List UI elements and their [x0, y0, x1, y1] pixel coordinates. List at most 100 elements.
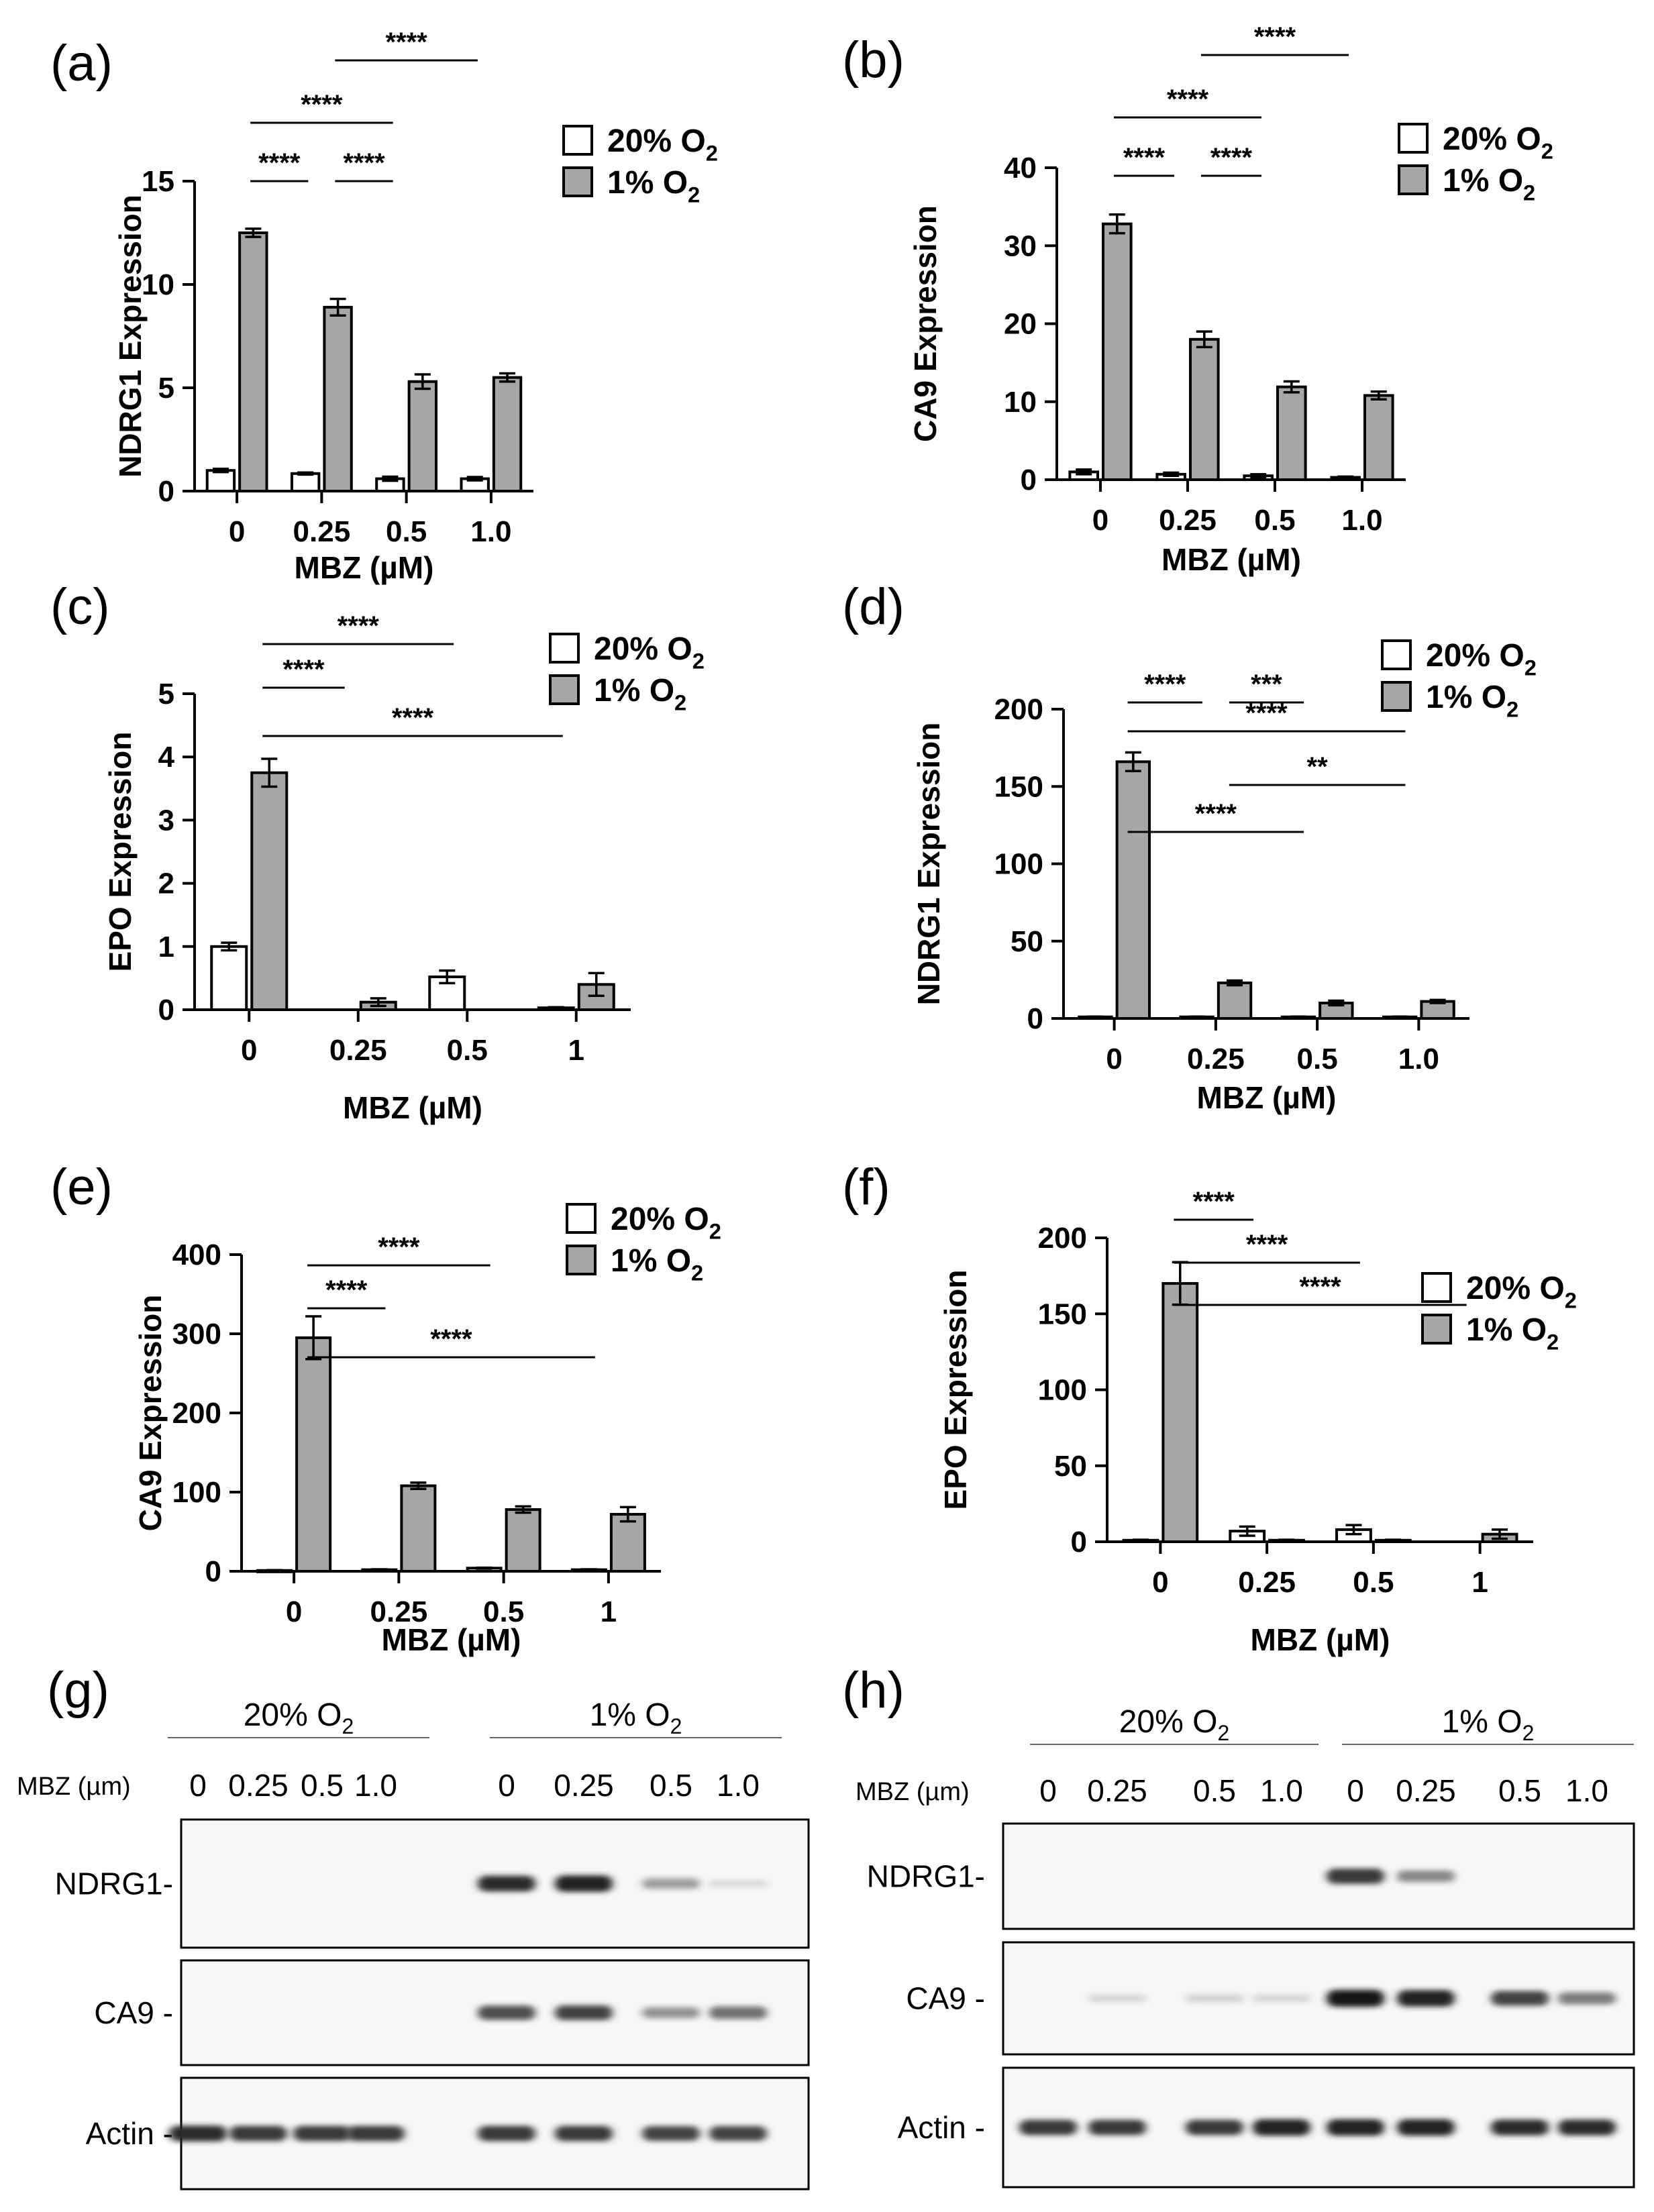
- y-tick-label: 100: [994, 848, 1043, 881]
- y-tick-label: 0: [1021, 464, 1037, 496]
- x-tick-label: 0.25: [1187, 1043, 1245, 1075]
- significance-stars: ****: [1246, 1230, 1288, 1259]
- condition-label: 1% O2: [1442, 1704, 1535, 1745]
- dose-value: 0.5: [1193, 1773, 1236, 1808]
- legend: 20% O21% O2: [1398, 121, 1553, 205]
- chart-d: (d) 0 50 100 150 200 NDRG1 Expression MBZ (µM) 0…: [842, 578, 1537, 1115]
- significance-stars: ****: [1195, 799, 1237, 829]
- x-tick-label: 1.0: [1398, 1043, 1439, 1075]
- y-axis-label: CA9 Expression: [908, 205, 943, 442]
- blot-frame: [1002, 1822, 1635, 1930]
- y-axis-label: NDRG1 Expression: [911, 723, 946, 1006]
- panel-label: (d): [842, 578, 904, 635]
- panel-label: (f): [842, 1159, 890, 1216]
- y-tick-label: 1: [158, 931, 174, 963]
- x-axis-label: MBZ (µM): [1197, 1080, 1337, 1115]
- blot-row-label: CA9 -: [906, 1981, 985, 2016]
- legend-label-normoxia: 20% O2: [611, 1202, 721, 1243]
- significance-stars: ****: [1254, 22, 1296, 52]
- legend: 20% O21% O2: [1381, 638, 1537, 721]
- bar: [323, 305, 353, 492]
- legend-label-hypoxia: 1% O2: [1466, 1312, 1559, 1354]
- bar: [407, 380, 438, 493]
- dose-value: 0: [189, 1768, 207, 1803]
- y-axis-label: NDRG1 Expression: [113, 195, 148, 478]
- band: [555, 2125, 613, 2142]
- band: [478, 2005, 535, 2020]
- significance-stars: ***: [1251, 670, 1282, 699]
- significance-stars: ****: [1193, 1187, 1235, 1216]
- panel-label: (a): [50, 35, 113, 92]
- significance-stars: ****: [1299, 1272, 1341, 1302]
- bar: [1189, 337, 1220, 481]
- legend: 20% O21% O2: [1421, 1271, 1577, 1354]
- y-tick-label: 0: [205, 1555, 221, 1588]
- y-tick-label: 10: [142, 268, 174, 301]
- y-tick-label: 100: [1038, 1374, 1087, 1407]
- band: [478, 2125, 535, 2142]
- x-tick-label: 0.25: [1238, 1566, 1296, 1599]
- panel-label: (c): [50, 578, 110, 635]
- bar: [290, 472, 321, 493]
- dose-value: 0.25: [554, 1768, 614, 1803]
- panel-label: (e): [50, 1159, 113, 1216]
- x-tick-label: 1.0: [470, 515, 511, 548]
- x-axis-label: MBZ (µM): [382, 1622, 521, 1657]
- y-tick-label: 150: [994, 770, 1043, 803]
- band: [555, 2005, 613, 2020]
- band: [642, 2007, 700, 2019]
- chart-b: (b) 0 10 20 30 40 CA9 Expression MBZ (µM) 0 0.25 0…: [842, 22, 1553, 577]
- dose-value: 1.0: [1260, 1773, 1303, 1808]
- condition-label: 20% O2: [244, 1697, 354, 1738]
- blot-g: (g) 20% O2 1% O2 MBZ (µm) 0 0.25 0.5 1.0 0 0.25 0.…: [17, 1662, 810, 2191]
- bar: [295, 1336, 332, 1573]
- legend: 20% O21% O2: [549, 631, 705, 715]
- x-tick-label: 0.5: [1254, 504, 1295, 537]
- band: [1019, 2119, 1077, 2136]
- blot-row-label: NDRG1-: [867, 1859, 985, 1894]
- x-tick-label: 0.25: [329, 1034, 387, 1067]
- condition-label: 1% O2: [590, 1697, 682, 1738]
- y-tick-label: 200: [994, 693, 1043, 726]
- significance-stars: ****: [343, 148, 385, 178]
- x-tick-label: 0.5: [483, 1595, 524, 1628]
- dose-label: MBZ (µm): [17, 1773, 131, 1801]
- x-tick-label: 0.25: [293, 515, 351, 548]
- legend-swatch-normoxia: [566, 1203, 597, 1234]
- dose-value: 1.0: [1565, 1773, 1608, 1808]
- blot-row-label: Actin -: [86, 2116, 173, 2151]
- significance-stars: **: [1307, 752, 1329, 782]
- bar: [1102, 222, 1133, 481]
- x-axis-label: MBZ (µM): [1251, 1622, 1390, 1657]
- significance-stars: ****: [1123, 143, 1166, 172]
- significance-stars: ****: [378, 1232, 420, 1262]
- y-tick-label: 30: [1004, 229, 1037, 262]
- bar: [1115, 760, 1151, 1020]
- band: [1327, 2119, 1384, 2136]
- y-tick-label: 0: [158, 994, 174, 1026]
- significance-stars: ****: [392, 703, 434, 733]
- band: [1491, 1991, 1549, 2006]
- legend-swatch-normoxia: [1381, 639, 1412, 670]
- x-tick-label: 0.5: [386, 515, 427, 548]
- band: [709, 1879, 767, 1888]
- bar: [210, 945, 248, 1012]
- band: [642, 2126, 700, 2141]
- significance-stars: ****: [385, 28, 427, 57]
- western-blots: (g) 20% O2 1% O2 MBZ (µm) 0 0.25 0.5 1.0 0 0.25 0.…: [17, 1662, 1635, 2191]
- legend-label-normoxia: 20% O2: [594, 631, 705, 673]
- y-tick-label: 200: [172, 1397, 221, 1430]
- y-tick-label: 15: [142, 165, 174, 198]
- bar: [505, 1508, 541, 1573]
- legend: 20% O21% O2: [562, 123, 718, 207]
- bar: [1217, 981, 1253, 1020]
- dose-value: 0.5: [1498, 1773, 1541, 1808]
- legend-label-hypoxia: 1% O2: [1443, 163, 1535, 205]
- x-axis-label: MBZ (µM): [1161, 542, 1301, 577]
- band: [555, 1875, 613, 1892]
- x-tick-label: 1: [1471, 1566, 1488, 1599]
- x-axis-label: MBZ (µM): [343, 1090, 482, 1125]
- bar: [1161, 1281, 1199, 1543]
